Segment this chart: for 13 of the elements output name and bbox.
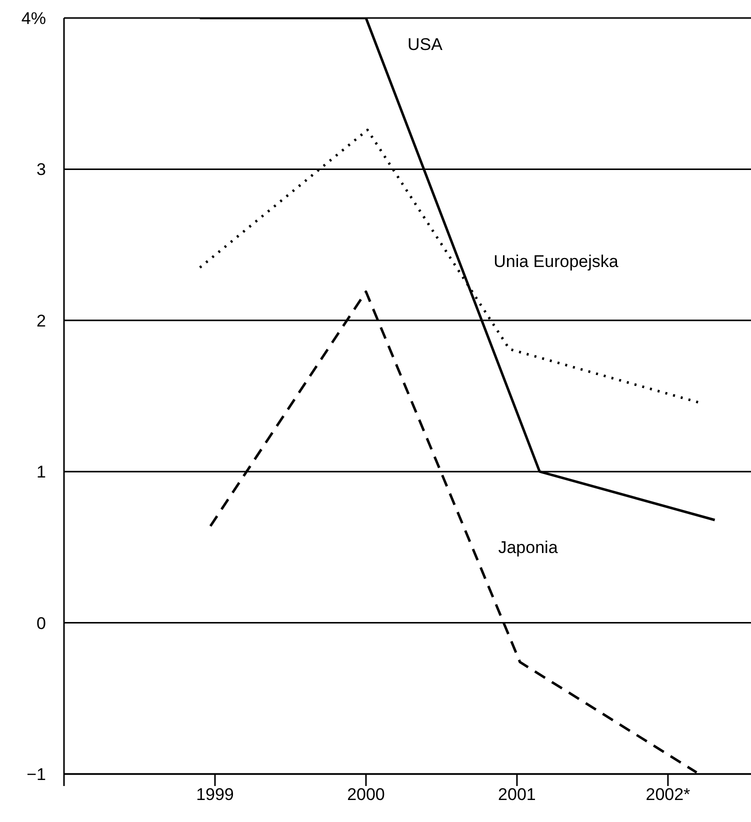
y-tick-label: −1 <box>26 765 46 784</box>
x-tick-label: 2000 <box>347 785 385 804</box>
y-tick-label: 0 <box>36 614 46 633</box>
series-label: USA <box>408 35 442 55</box>
series-label: Unia Europejska <box>494 252 618 272</box>
y-tick-label: 2 <box>36 311 46 330</box>
x-tick-label: 2001 <box>498 785 536 804</box>
x-tick-label: 1999 <box>196 785 234 804</box>
y-tick-label: 1 <box>36 462 46 482</box>
series-label: Japonia <box>498 538 558 558</box>
y-tick-label: 3 <box>36 160 46 180</box>
y-tick-label: 4% <box>21 9 46 28</box>
x-tick-label: 2002* <box>646 785 691 804</box>
